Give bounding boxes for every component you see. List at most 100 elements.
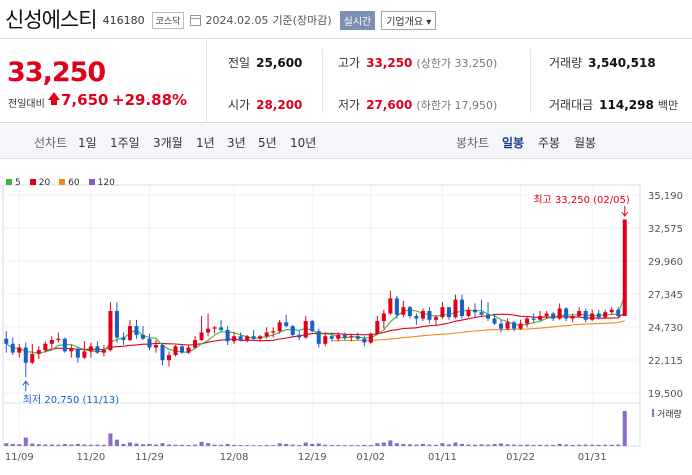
candle-body — [512, 322, 517, 329]
candle-body — [303, 321, 308, 338]
candle-body — [446, 307, 451, 318]
candle-body — [36, 350, 41, 354]
x-tick-label: 01/31 — [578, 452, 607, 463]
volume-bar — [147, 443, 152, 446]
candle-body — [544, 313, 549, 317]
candle-body — [622, 219, 627, 317]
tab-weekly[interactable]: 주봉 — [538, 136, 561, 150]
candle-body — [420, 310, 425, 319]
volume-bar — [121, 443, 126, 446]
volume-bar — [388, 440, 393, 446]
candle-body — [206, 328, 211, 333]
volume-bar — [616, 444, 621, 446]
candle-body — [583, 310, 588, 320]
chart-tabs: 선차트 1일 1주일 3개월 1년 3년 5년 10년 봉차트 일봉 주봉 월봉 — [0, 124, 692, 159]
tab-1w[interactable]: 1주일 — [110, 136, 140, 150]
legend-ma60: 60 — [59, 178, 80, 188]
volume-bar — [564, 444, 569, 446]
volume-bar — [446, 444, 451, 446]
candle-body — [499, 323, 504, 329]
volume-bar — [531, 444, 536, 446]
price-summary: 33,250 전일대비 7,650 +29.88% — [0, 39, 207, 123]
volume-bar — [603, 444, 608, 446]
candle-chart-title: 봉차트 — [456, 136, 490, 150]
candle-body — [219, 327, 224, 330]
quote-panel: 33,250 전일대비 7,650 +29.88% 전일 25,600 시가 28,… — [0, 38, 692, 123]
volume-bar — [329, 445, 334, 446]
candle-body — [17, 347, 22, 353]
candle-body — [590, 313, 595, 320]
candle-body — [30, 353, 35, 363]
candle-body — [466, 309, 471, 317]
candle-body — [82, 351, 87, 358]
tab-monthly[interactable]: 월봉 — [574, 136, 597, 150]
min-price-annotation: 최저 20,750 (11/13) — [23, 394, 119, 406]
candle-body — [153, 345, 159, 348]
divider — [322, 49, 323, 113]
volume-bar — [173, 444, 178, 446]
low-label: 저가 — [338, 98, 361, 112]
candle-body — [121, 337, 126, 340]
volume-bar — [114, 439, 119, 446]
volume-bar — [69, 444, 74, 446]
candle-body — [62, 338, 67, 352]
volume-bar — [140, 444, 145, 446]
metric-low: 저가 27,600 (하한가 17,950) — [338, 96, 497, 113]
tab-1y[interactable]: 1년 — [196, 136, 215, 150]
chart-legend: 5 20 60 120 — [6, 178, 115, 188]
candle-body — [505, 322, 510, 329]
tab-5y[interactable]: 5년 — [258, 136, 277, 150]
volume-bar — [336, 445, 341, 446]
candle-body — [355, 336, 360, 339]
candle-body — [557, 308, 562, 319]
volume-bar — [206, 443, 211, 446]
candle-body — [56, 338, 61, 340]
prev-label: 전일 — [228, 56, 251, 70]
volume-bar — [486, 444, 491, 446]
candle-body — [472, 309, 478, 313]
candle-body — [316, 331, 321, 344]
market-badge: 코스닥 — [151, 11, 185, 29]
volume-bar — [544, 444, 549, 446]
tab-daily[interactable]: 일봉 — [502, 136, 525, 150]
candle-body — [95, 346, 100, 353]
realtime-button[interactable]: 실시간 — [339, 10, 376, 30]
volume-bar — [323, 444, 328, 446]
amount-label: 거래대금 — [549, 98, 594, 112]
candle-body — [603, 312, 608, 318]
change-label: 전일대비 — [8, 99, 45, 110]
volume-bar — [316, 443, 321, 446]
ma60-line — [331, 320, 625, 342]
volume-bar — [232, 444, 237, 446]
tab-3y[interactable]: 3년 — [227, 136, 246, 150]
candle-body — [264, 332, 269, 337]
candle-body — [414, 316, 419, 319]
tab-3m[interactable]: 3개월 — [153, 136, 183, 150]
candle-body — [140, 334, 145, 339]
candle-body — [525, 318, 530, 324]
volume-bar — [62, 444, 67, 446]
volume-label: 거래량 — [549, 56, 583, 70]
volume-bar — [375, 443, 380, 446]
y-tick-label: 27,345 — [648, 290, 683, 301]
tab-10y[interactable]: 10년 — [290, 136, 317, 150]
y-tick-label: 22,115 — [648, 356, 683, 367]
amount-value: 114,298 — [599, 98, 654, 112]
volume-bar — [17, 444, 22, 446]
volume-bar — [512, 444, 517, 446]
legend-ma5: 5 — [6, 178, 21, 188]
up-arrow-icon — [48, 92, 60, 105]
tab-1d[interactable]: 1일 — [78, 136, 97, 150]
company-overview-button[interactable]: 기업개요 ▾ — [381, 10, 437, 30]
x-tick-label: 11/09 — [5, 452, 34, 463]
volume-bar — [271, 445, 276, 446]
volume-bar — [459, 443, 465, 446]
candle-body — [336, 334, 341, 339]
upper-limit: (상한가 33,250) — [416, 57, 498, 70]
metric-open: 시가 28,200 — [228, 96, 302, 113]
volume-bar — [180, 444, 185, 446]
volume-bar — [199, 441, 204, 446]
x-tick-label: 01/02 — [356, 452, 385, 463]
amount-unit: 백만 — [657, 99, 679, 112]
candle-body — [212, 327, 217, 329]
